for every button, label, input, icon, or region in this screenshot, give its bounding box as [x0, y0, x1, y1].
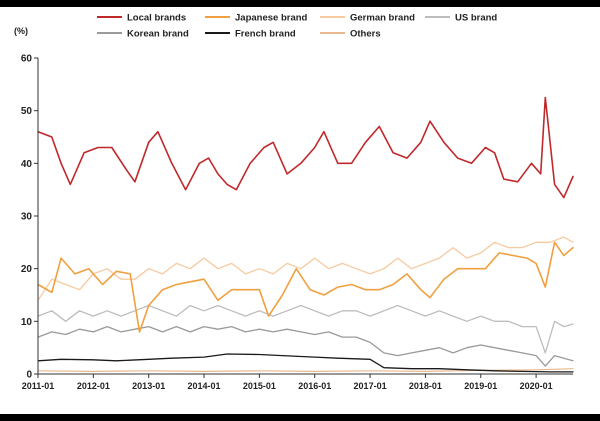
series-line-4 [37, 325, 574, 367]
series-line-6 [37, 368, 574, 372]
x-tick-label-2: 2013-01 [132, 381, 165, 391]
x-tick-label-8: 2019-01 [464, 381, 497, 391]
series-line-0 [37, 96, 574, 199]
x-tick-label-1: 2012-01 [77, 381, 110, 391]
y-tick-label-4: 40 [21, 159, 33, 170]
x-tick-label-6: 2017-01 [354, 381, 387, 391]
legend-label-2: German brand [350, 13, 415, 24]
y-tick-label-3: 30 [21, 212, 33, 223]
series-line-5 [37, 353, 574, 373]
legend: Local brands Japanese brand German brand US… [97, 13, 497, 40]
y-tick-label-2: 20 [21, 264, 33, 275]
legend-label-6: Others [350, 29, 381, 40]
x-tick-label-5: 2016-01 [298, 381, 331, 391]
x-tick-label-4: 2015-01 [243, 381, 276, 391]
y-tick-label-5: 50 [21, 106, 33, 117]
x-tick-label-7: 2018-01 [409, 381, 442, 391]
x-tick-label-9: 2020-01 [520, 381, 553, 391]
legend-label-3: US brand [455, 13, 497, 24]
y-tick-label-0: 0 [26, 370, 32, 381]
legend-label-1: Japanese brand [235, 13, 308, 24]
x-tick-label-3: 2014-01 [188, 381, 221, 391]
axes: 0 10 20 30 40 50 60 2011-01 2012-01 2013-01 2014-0… [21, 54, 573, 391]
y-tick-label-1: 10 [21, 317, 33, 328]
series-line-1 [37, 241, 574, 333]
y-axis-unit-label: (%) [14, 26, 28, 36]
series-line-2 [37, 236, 574, 301]
series-layer [37, 96, 574, 373]
bottom-border [0, 414, 600, 421]
legend-label-5: French brand [235, 29, 296, 40]
legend-label-0: Local brands [127, 13, 186, 24]
top-border [0, 0, 600, 7]
legend-label-4: Korean brand [127, 29, 189, 40]
x-tick-label-0: 2011-01 [22, 381, 55, 391]
y-tick-label-6: 60 [21, 54, 33, 65]
series-line-3 [37, 304, 574, 354]
